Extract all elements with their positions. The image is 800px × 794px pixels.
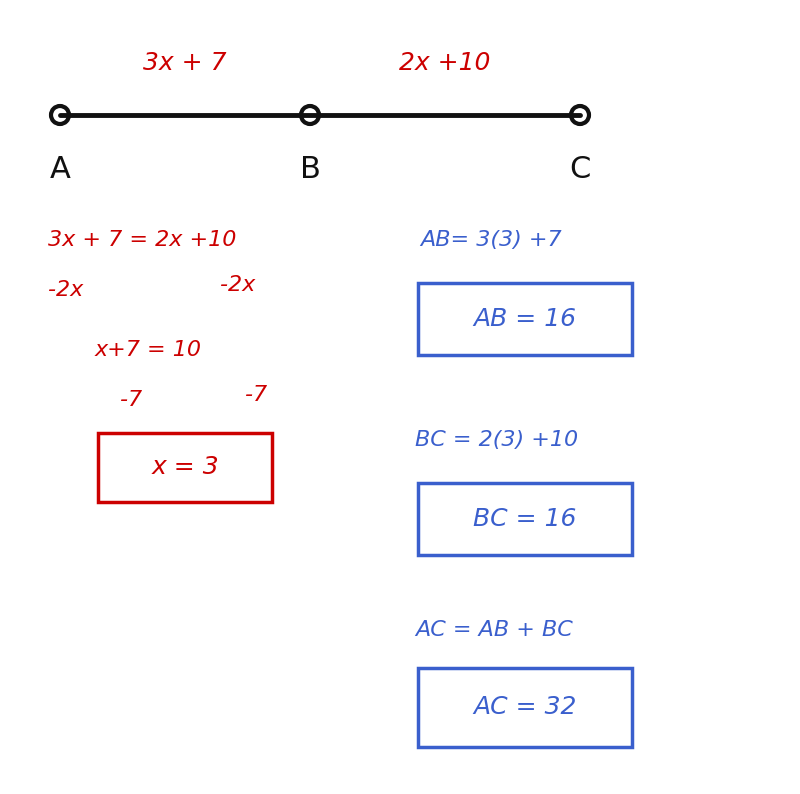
Text: x+7 = 10: x+7 = 10 bbox=[95, 340, 202, 360]
Text: -2x: -2x bbox=[48, 280, 83, 300]
Text: -7: -7 bbox=[120, 390, 142, 410]
FancyBboxPatch shape bbox=[418, 668, 632, 747]
Text: AC = 32: AC = 32 bbox=[474, 696, 577, 719]
Text: 3x + 7 = 2x +10: 3x + 7 = 2x +10 bbox=[48, 230, 236, 250]
Text: x = 3: x = 3 bbox=[151, 456, 219, 480]
Text: C: C bbox=[570, 155, 590, 184]
Text: AB = 16: AB = 16 bbox=[474, 307, 577, 331]
Text: A: A bbox=[50, 155, 70, 184]
Text: 3x + 7: 3x + 7 bbox=[143, 51, 226, 75]
Text: BC = 16: BC = 16 bbox=[474, 507, 577, 531]
Text: AC = AB + BC: AC = AB + BC bbox=[415, 620, 573, 640]
Text: AB= 3(3) +7: AB= 3(3) +7 bbox=[420, 230, 562, 250]
FancyBboxPatch shape bbox=[418, 483, 632, 555]
FancyBboxPatch shape bbox=[418, 283, 632, 355]
Text: 2x +10: 2x +10 bbox=[399, 51, 490, 75]
Text: -7: -7 bbox=[245, 385, 267, 405]
FancyBboxPatch shape bbox=[98, 433, 272, 502]
Text: B: B bbox=[299, 155, 321, 184]
Text: BC = 2(3) +10: BC = 2(3) +10 bbox=[415, 430, 578, 450]
Text: -2x: -2x bbox=[220, 275, 255, 295]
